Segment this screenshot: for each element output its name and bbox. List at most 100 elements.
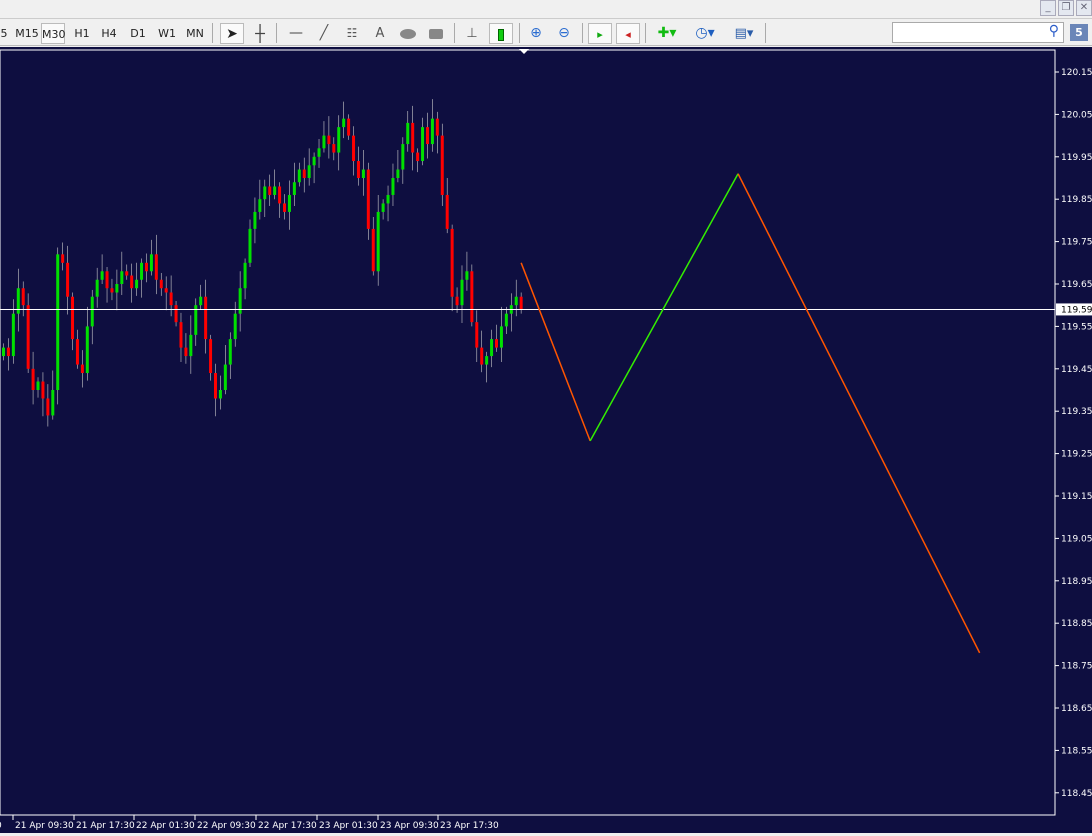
candle-body bbox=[174, 305, 178, 323]
price-chart[interactable]: 120.15 120.05 119.95 119.85 119.75 119.65 119.… bbox=[0, 47, 1092, 833]
candle-body bbox=[514, 296, 518, 306]
candle-body bbox=[199, 296, 203, 306]
notifications-badge[interactable]: 5 bbox=[1070, 24, 1088, 41]
candle-body bbox=[371, 228, 375, 272]
x-tick-label: 23 Apr 01:30 bbox=[319, 821, 378, 831]
templates-icon[interactable]: ▤▾ bbox=[734, 26, 754, 41]
candle-body bbox=[135, 279, 139, 289]
crosshair-icon[interactable]: ┼ bbox=[255, 24, 265, 43]
candle-body bbox=[16, 288, 20, 314]
candle-body bbox=[85, 326, 89, 374]
x-tick-label: 0 bbox=[0, 821, 2, 831]
candle-body bbox=[189, 334, 193, 357]
y-tick-label: 118.45 bbox=[1061, 789, 1092, 799]
candle-body bbox=[179, 322, 183, 348]
candle-body bbox=[100, 271, 104, 280]
bar-chart-icon[interactable]: ⊥ bbox=[466, 26, 478, 41]
periods-icon[interactable]: ◷▾ bbox=[695, 25, 715, 41]
candle-body bbox=[347, 118, 351, 136]
candle-body bbox=[352, 135, 356, 162]
projection-up-line bbox=[589, 173, 739, 442]
cursor-icon[interactable]: ➤ bbox=[220, 23, 244, 44]
candle-body bbox=[66, 262, 70, 297]
chart-canvas[interactable]: 120.15 120.05 119.95 119.85 119.75 119.65 119.… bbox=[0, 47, 1092, 833]
rectangle-icon[interactable] bbox=[424, 23, 448, 44]
candle-body bbox=[361, 169, 365, 178]
candlestick-icon[interactable] bbox=[489, 23, 513, 44]
candle-body bbox=[504, 313, 508, 327]
timeframe-mn[interactable]: MN bbox=[186, 27, 204, 40]
candle-body bbox=[95, 279, 99, 297]
candle-body bbox=[130, 275, 134, 289]
timeframe-h4[interactable]: H4 bbox=[101, 27, 117, 40]
candle-body bbox=[322, 135, 326, 149]
candle-body bbox=[337, 127, 341, 153]
text-icon[interactable]: A bbox=[375, 26, 385, 41]
candle-body bbox=[317, 148, 321, 157]
chart-shift-icon[interactable]: ▸ bbox=[588, 23, 612, 44]
candle-body bbox=[499, 326, 503, 348]
timeframe-w1[interactable]: W1 bbox=[158, 27, 176, 40]
candle-body bbox=[213, 373, 217, 399]
current-price-label: 119.59 bbox=[1061, 305, 1092, 315]
indicators-icon[interactable]: ✚▾ bbox=[657, 25, 677, 41]
candle-body bbox=[278, 186, 282, 204]
candle-body bbox=[125, 271, 129, 276]
y-tick-label: 119.75 bbox=[1061, 238, 1092, 248]
candle-body bbox=[283, 203, 287, 212]
y-tick-label: 118.75 bbox=[1061, 662, 1092, 672]
candle-body bbox=[243, 262, 247, 289]
candle-body bbox=[396, 169, 400, 178]
horizontal-line-icon[interactable]: — bbox=[289, 25, 303, 41]
timeframe-m15[interactable]: M15 bbox=[15, 27, 39, 40]
candle-body bbox=[204, 296, 208, 340]
candle-body bbox=[268, 186, 272, 195]
x-tick-label: 22 Apr 17:30 bbox=[258, 821, 317, 831]
fibonacci-icon[interactable]: ☷ bbox=[346, 26, 358, 40]
timeframe-d1[interactable]: D1 bbox=[130, 27, 146, 40]
close-button[interactable]: ✕ bbox=[1076, 0, 1092, 16]
timeframe-m30[interactable]: M30 bbox=[41, 23, 66, 44]
minimize-button[interactable]: _ bbox=[1040, 0, 1056, 16]
candle-body bbox=[342, 118, 346, 128]
y-tick-label: 119.55 bbox=[1061, 322, 1092, 332]
candle-body bbox=[41, 381, 45, 399]
search-input[interactable]: ⚲ bbox=[892, 22, 1064, 43]
x-tick-label: 22 Apr 09:30 bbox=[197, 821, 256, 831]
title-bar: _ ❐ ✕ bbox=[0, 0, 1092, 18]
y-tick-label: 119.45 bbox=[1061, 365, 1092, 375]
x-tick-label: 22 Apr 01:30 bbox=[136, 821, 195, 831]
candle-body bbox=[184, 347, 188, 357]
candle-body bbox=[450, 228, 454, 297]
candle-body bbox=[297, 169, 301, 183]
candle-body bbox=[11, 313, 15, 357]
candle-body bbox=[6, 347, 10, 357]
autoscroll-icon[interactable]: ◂ bbox=[616, 23, 640, 44]
candle-body bbox=[366, 169, 370, 229]
candle-body bbox=[46, 398, 50, 416]
zoom-in-icon[interactable]: ⊕ bbox=[530, 25, 542, 41]
restore-button[interactable]: ❐ bbox=[1058, 0, 1074, 16]
timeframe-m5[interactable]: 5 bbox=[0, 27, 8, 40]
candle-body bbox=[475, 322, 479, 348]
candle-body bbox=[238, 288, 242, 314]
candle-body bbox=[307, 165, 311, 178]
projection-down-line bbox=[520, 262, 591, 442]
candle-body bbox=[421, 127, 425, 162]
candle-body bbox=[120, 271, 124, 284]
candle-body bbox=[154, 254, 158, 280]
projection-down-line bbox=[737, 173, 981, 654]
candle-body bbox=[425, 127, 429, 145]
candle-body bbox=[218, 390, 222, 399]
candle-body bbox=[144, 262, 148, 272]
x-tick-label: 21 Apr 17:30 bbox=[76, 821, 135, 831]
candle-body bbox=[56, 254, 60, 390]
timeframe-h1[interactable]: H1 bbox=[74, 27, 90, 40]
trendline-icon[interactable]: ╱ bbox=[319, 25, 329, 41]
candle-body bbox=[51, 390, 55, 416]
ellipse-icon[interactable] bbox=[396, 23, 420, 44]
candle-body bbox=[110, 288, 114, 293]
search-icon[interactable]: ⚲ bbox=[1048, 23, 1059, 39]
zoom-out-icon[interactable]: ⊖ bbox=[558, 25, 570, 41]
candle-body bbox=[61, 254, 65, 263]
